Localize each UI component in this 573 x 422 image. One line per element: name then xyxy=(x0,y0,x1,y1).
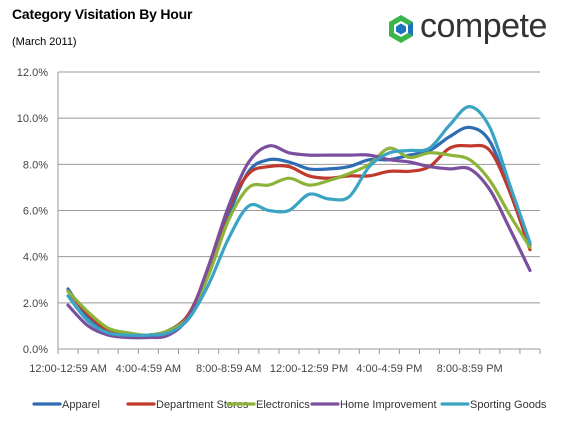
axes: 0.0% 2.0% 4.0% 6.0% 8.0% 10.0% 12.0% 12:00-12:5… xyxy=(17,67,541,375)
series-line-sporting-goods xyxy=(66,105,532,337)
y-tick-label: 10.0% xyxy=(17,113,48,125)
series-line-apparel xyxy=(66,125,532,338)
y-tick-label: 6.0% xyxy=(23,206,48,218)
series-line-home-improvement xyxy=(66,144,532,340)
legend-label-sporting-goods: Sporting Goods xyxy=(470,399,547,411)
y-tick-label: 12.0% xyxy=(17,67,48,79)
x-tick-label: 12:00-12:59 AM xyxy=(29,363,107,375)
series-line-electronics xyxy=(66,146,532,337)
y-tick-label: 2.0% xyxy=(23,298,48,310)
chart-subtitle: (March 2011) xyxy=(12,36,77,48)
compete-logo: compete xyxy=(384,4,564,50)
y-tick-label: 0.0% xyxy=(23,344,48,356)
legend-label-home-improvement: Home Improvement xyxy=(340,399,437,411)
chart-title: Category Visitation By Hour xyxy=(12,6,193,22)
y-tick-label: 8.0% xyxy=(23,159,48,171)
x-tick-label: 4:00-4:59 PM xyxy=(356,363,422,375)
x-tick-label: 4:00-4:59 AM xyxy=(116,363,181,375)
x-tick-label: 8:00-8:59 AM xyxy=(196,363,261,375)
x-tick-label: 8:00-8:59 PM xyxy=(437,363,503,375)
grid xyxy=(58,71,540,304)
legend: Apparel Department Stores Electronics Home … xyxy=(32,399,547,411)
series-lines xyxy=(66,105,532,340)
y-tick-label: 4.0% xyxy=(23,252,48,264)
legend-label-apparel: Apparel xyxy=(62,399,100,411)
legend-label-department-stores: Department Stores xyxy=(156,399,249,411)
compete-logo-text: compete xyxy=(420,7,547,45)
series-line-department-stores xyxy=(66,143,532,338)
x-tick-label: 12:00-12:59 PM xyxy=(270,363,348,375)
legend-label-electronics: Electronics xyxy=(256,399,310,411)
compete-logo-mark xyxy=(389,15,413,43)
